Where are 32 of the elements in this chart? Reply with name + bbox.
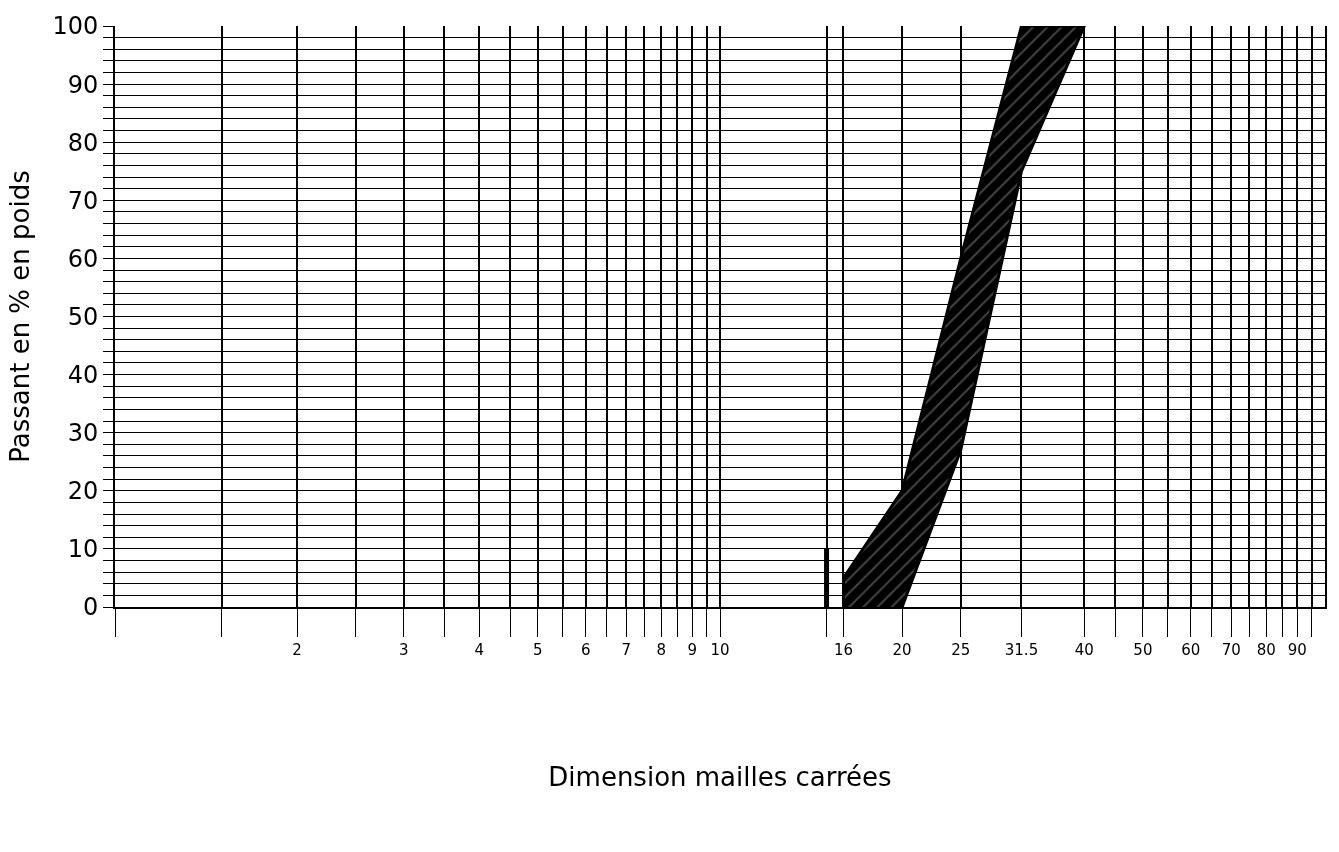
y-tick-label: 30 bbox=[67, 419, 99, 448]
x-tick-label: 3 bbox=[398, 641, 409, 659]
x-tick-label: 20 bbox=[892, 641, 912, 659]
y-tick-label: 20 bbox=[67, 477, 99, 506]
x-tick-label: 16 bbox=[833, 641, 854, 659]
y-tick-label: 40 bbox=[67, 361, 99, 389]
y-tick-label: 60 bbox=[67, 244, 99, 273]
x-tick-label: 31.5 bbox=[1004, 641, 1039, 659]
y-tick-label: 50 bbox=[67, 302, 99, 331]
x-tick-label: 8 bbox=[656, 641, 667, 659]
x-tick-label: 90 bbox=[1287, 641, 1307, 659]
y-tick-label: 10 bbox=[67, 535, 99, 564]
y-tick-label: 90 bbox=[67, 70, 99, 99]
x-tick-label: 25 bbox=[951, 641, 971, 659]
y-tick-label: 80 bbox=[67, 128, 99, 157]
x-tick-label: 70 bbox=[1221, 641, 1241, 659]
x-tick-label: 4 bbox=[474, 641, 485, 659]
x-tick-label: 60 bbox=[1181, 641, 1201, 659]
x-tick-label: 50 bbox=[1133, 641, 1153, 659]
y-axis-title: Passant en % en poids bbox=[5, 170, 36, 463]
x-tick-label: 80 bbox=[1256, 641, 1276, 659]
x-tick-label: 7 bbox=[621, 641, 632, 659]
x-tick-label: 40 bbox=[1074, 641, 1094, 659]
x-tick-label: 6 bbox=[581, 641, 591, 659]
x-tick-label: 10 bbox=[710, 641, 730, 659]
x-axis-title: Dimension mailles carrées bbox=[548, 762, 892, 793]
y-tick-label: 70 bbox=[67, 186, 99, 215]
x-tick-label: 2 bbox=[292, 641, 302, 659]
y-tick-label: 100 bbox=[52, 12, 99, 41]
y-tick-label: 0 bbox=[82, 593, 99, 622]
x-tick-label: 9 bbox=[687, 641, 698, 659]
x-tick-label: 5 bbox=[533, 641, 543, 659]
